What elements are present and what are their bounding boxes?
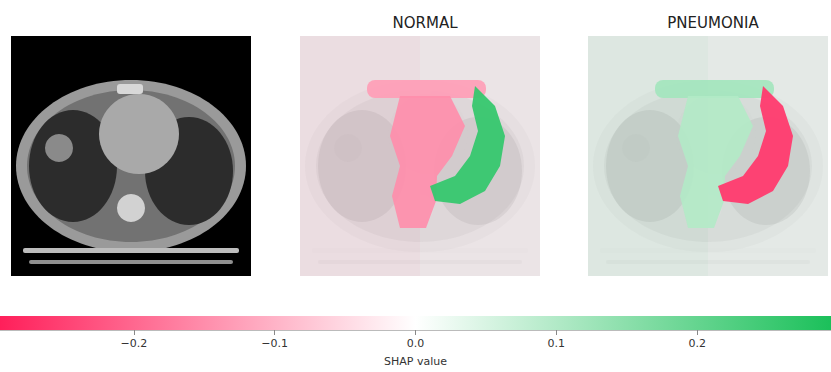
svg-text:SHAP value: SHAP value: [384, 355, 447, 368]
svg-text:0.0: 0.0: [407, 337, 425, 350]
svg-text:0.2: 0.2: [688, 337, 706, 350]
svg-text:NORMAL: NORMAL: [392, 14, 458, 32]
svg-text:0.1: 0.1: [548, 337, 566, 350]
svg-text:−0.1: −0.1: [261, 337, 288, 350]
svg-text:−0.2: −0.2: [120, 337, 147, 350]
svg-text:PNEUMONIA: PNEUMONIA: [667, 14, 759, 32]
